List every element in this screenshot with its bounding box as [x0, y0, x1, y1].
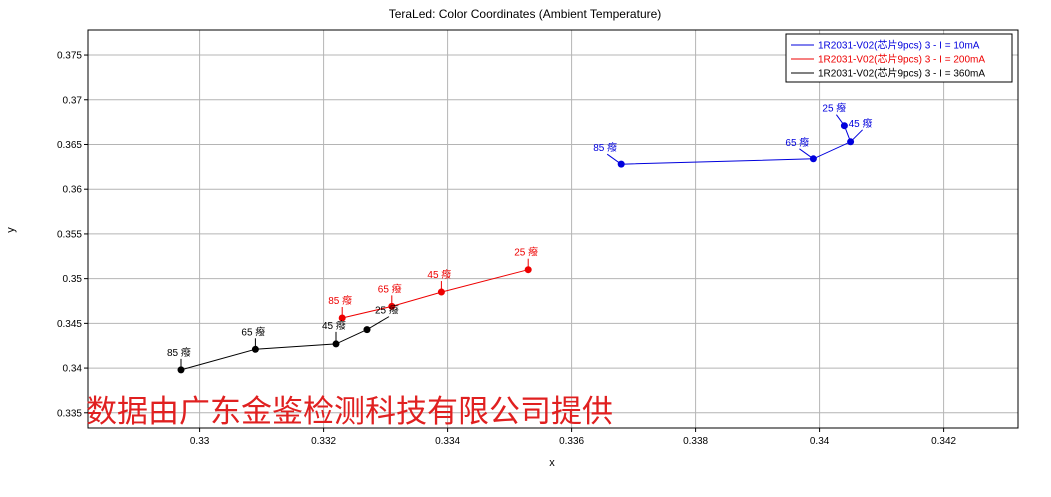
data-point: [332, 340, 340, 348]
data-label: 25 癈: [822, 102, 846, 115]
data-point: [251, 345, 259, 353]
data-point: [840, 122, 848, 130]
data-point: [524, 266, 532, 274]
data-label: 85 癈: [167, 346, 191, 359]
data-label: 85 癈: [328, 294, 352, 307]
y-tick-label: 0.37: [63, 95, 83, 106]
data-label: 65 癈: [378, 282, 402, 295]
data-point: [437, 288, 445, 296]
series-line: [342, 269, 529, 319]
y-tick-label: 0.335: [57, 408, 82, 419]
label-leader: [366, 316, 390, 331]
x-tick-label: 0.334: [435, 436, 460, 447]
series-2: 85 癈 65 癈 45 癈 25 癈: [328, 246, 538, 322]
y-axis: 0.335 0.34 0.345 0.35 0.355 0.36 0.365 0.37 0.37…: [57, 51, 88, 419]
y-tick-label: 0.36: [63, 185, 83, 196]
data-label: 65 癈: [241, 325, 265, 338]
series-1: 85 癈 65 癈 45 癈25 癈: [593, 102, 873, 168]
x-tick-label: 0.338: [683, 436, 708, 447]
watermark-text: 数据由广东金鉴检测科技有限公司提供: [86, 394, 613, 430]
x-tick-label: 0.34: [810, 436, 830, 447]
y-axis-label: y: [5, 227, 17, 233]
data-point: [809, 155, 817, 163]
legend-box: [785, 33, 1013, 83]
y-tick-label: 0.365: [57, 140, 82, 151]
y-tick-label: 0.345: [57, 319, 82, 330]
chart-title: TeraLed: Color Coordinates (Ambient Temp…: [389, 7, 662, 21]
y-tick-label: 0.35: [63, 274, 83, 285]
legend: 1R2031-V02(芯片9pcs) 3 - I = 10mA1R2031-V0…: [785, 33, 1013, 83]
series-3: 85 癈 65 癈 45 癈 25 癈: [167, 304, 399, 374]
y-tick-label: 0.375: [57, 51, 82, 62]
data-point: [617, 160, 625, 168]
data-point: [363, 326, 371, 334]
data-point: [847, 138, 855, 146]
data-label: 25 癈: [375, 304, 399, 317]
series-layer: 85 癈 65 癈45 癈25 癈85 癈65 癈45 癈25 癈85 癈65 癈…: [167, 102, 873, 374]
legend-entry: 1R2031-V02(芯片9pcs) 3 - I = 200mA: [818, 53, 985, 66]
data-label: 45 癈: [849, 117, 873, 130]
x-tick-label: 0.332: [311, 436, 336, 447]
x-axis: 0.33 0.332 0.334 0.336 0.338 0.34 0.342: [190, 428, 957, 447]
y-tick-label: 0.355: [57, 229, 82, 240]
data-label: 45 癈: [427, 268, 451, 281]
plot-area: [87, 29, 1019, 429]
y-tick-label: 0.34: [63, 364, 83, 375]
data-label: 85 癈: [593, 141, 617, 154]
series-line: [180, 329, 368, 371]
x-tick-label: 0.342: [931, 436, 956, 447]
x-axis-label: x: [549, 457, 555, 469]
legend-entry: 1R2031-V02(芯片9pcs) 3 - I = 10mA: [818, 39, 980, 52]
data-point: [177, 366, 185, 374]
grid: [88, 30, 1018, 428]
data-point: [338, 314, 346, 322]
data-label: 25 癈: [514, 246, 538, 259]
legend-entry: 1R2031-V02(芯片9pcs) 3 - I = 360mA: [818, 67, 985, 80]
data-label: 65 癈: [785, 136, 809, 149]
data-point: [388, 302, 396, 310]
data-label: 45 癈: [322, 319, 346, 332]
x-tick-label: 0.336: [559, 436, 584, 447]
series-line: [621, 125, 852, 165]
x-tick-label: 0.33: [190, 436, 210, 447]
